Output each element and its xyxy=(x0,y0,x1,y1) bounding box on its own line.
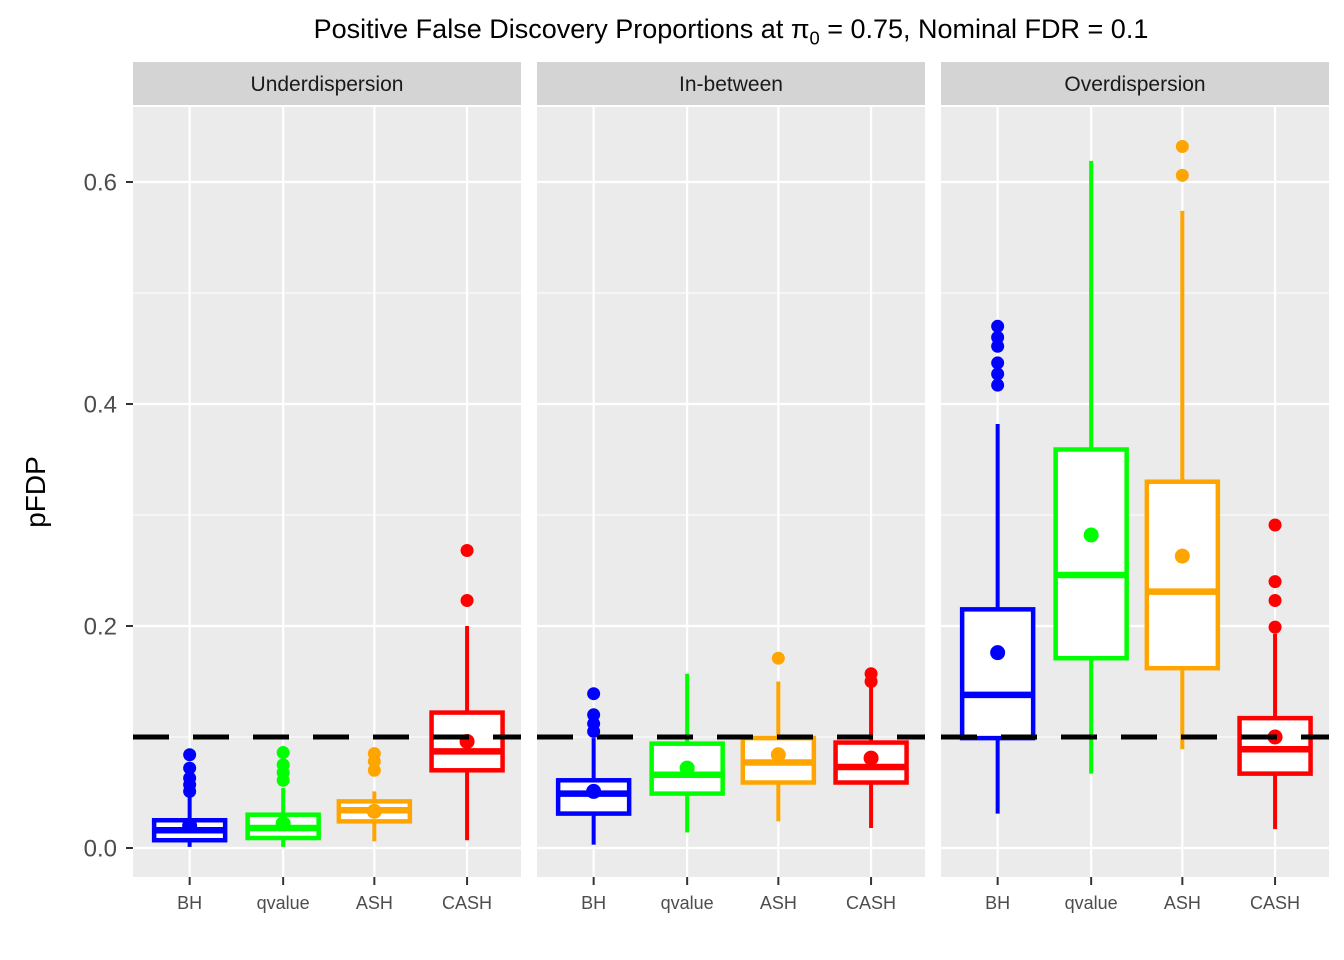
boxplot-in-between-qvalue xyxy=(649,673,725,833)
box-iqr xyxy=(1144,479,1221,671)
mean-point xyxy=(586,783,602,799)
outlier-point xyxy=(1175,168,1189,182)
facet-strip-underdispersion xyxy=(133,62,521,105)
box-iqr xyxy=(1237,715,1313,776)
panel-in-between: In-between BH qvalue ASH CASH xyxy=(537,62,925,913)
x-tick-label: qvalue xyxy=(661,893,714,913)
mean-point xyxy=(990,645,1006,661)
x-tick-label: CASH xyxy=(1250,893,1300,913)
y-axis-title: pFDP xyxy=(20,456,51,528)
chart-title-text: Positive False Discovery Proportions at xyxy=(313,14,791,44)
outlier-point xyxy=(460,593,474,607)
outlier-point xyxy=(1175,139,1189,153)
mean-point xyxy=(679,760,695,776)
outlier-point xyxy=(367,763,381,777)
boxplot-in-between-cash xyxy=(833,667,909,829)
mean-point xyxy=(770,747,786,763)
x-tick-label: CASH xyxy=(442,893,492,913)
x-tick-label: CASH xyxy=(846,893,896,913)
x-tick-label: BH xyxy=(177,893,202,913)
x-tick-label: qvalue xyxy=(1065,893,1118,913)
outlier-point xyxy=(991,319,1005,333)
y-tick-label: 0.4 xyxy=(84,392,117,419)
facet-strip-overdispersion xyxy=(941,62,1329,105)
box-iqr xyxy=(959,607,1036,741)
mean-point xyxy=(1174,548,1190,564)
outlier-point xyxy=(1268,575,1282,589)
boxplot-overdispersion-qvalue xyxy=(1053,160,1129,774)
chart-title: Positive False Discovery Proportions at … xyxy=(0,14,1344,49)
mean-point xyxy=(182,818,198,834)
chart-title-params: = 0.75, Nominal FDR = 0.1 xyxy=(819,14,1149,44)
x-tick-label: BH xyxy=(581,893,606,913)
boxplot-underdispersion-qvalue xyxy=(245,746,321,847)
x-tick-label: ASH xyxy=(760,893,797,913)
outlier-point xyxy=(864,667,878,681)
outlier-point xyxy=(587,708,601,722)
outlier-point xyxy=(1268,620,1282,634)
outlier-point xyxy=(991,330,1005,344)
panel-overdispersion: Overdispersion BH qvalue ASH CASH xyxy=(941,62,1329,913)
outlier-point xyxy=(1268,518,1282,532)
facet-strip-label: In-between xyxy=(679,73,783,96)
x-tick-label: ASH xyxy=(356,893,393,913)
outlier-point xyxy=(183,748,197,762)
outlier-point xyxy=(991,339,1005,353)
outlier-point xyxy=(587,717,601,731)
boxplot-in-between-bh xyxy=(555,687,632,845)
x-tick-label: ASH xyxy=(1164,893,1201,913)
boxplot-overdispersion-bh xyxy=(959,319,1036,814)
outlier-point xyxy=(183,761,197,775)
outlier-point xyxy=(183,771,197,785)
x-tick-label: BH xyxy=(985,893,1010,913)
mean-point xyxy=(275,816,291,832)
boxplot-in-between-ash xyxy=(740,651,817,822)
pi-subscript: 0 xyxy=(809,27,820,49)
box-iqr xyxy=(1053,447,1129,661)
outlier-point xyxy=(276,758,290,772)
outlier-point xyxy=(991,367,1005,381)
facet-strip-label: Underdispersion xyxy=(251,73,404,96)
outlier-point xyxy=(460,544,474,558)
mean-point xyxy=(366,803,382,819)
outlier-point xyxy=(991,356,1005,370)
boxplot-underdispersion-cash xyxy=(429,544,505,841)
boxplot-underdispersion-bh xyxy=(151,748,228,847)
mean-point xyxy=(863,750,879,766)
y-tick-label: 0.2 xyxy=(84,614,117,641)
y-tick-label: 0.6 xyxy=(84,170,117,197)
outlier-point xyxy=(991,378,1005,392)
outlier-point xyxy=(587,687,601,701)
facet-strip-label: Overdispersion xyxy=(1064,73,1205,96)
outlier-point xyxy=(771,651,785,665)
box-iqr xyxy=(833,740,909,785)
boxplot-overdispersion-cash xyxy=(1237,518,1313,830)
x-tick-label: qvalue xyxy=(257,893,310,913)
panel-underdispersion: Underdispersion BH qvalue ASH CASH xyxy=(133,62,521,913)
facet-strip-in-between xyxy=(537,62,925,105)
mean-point xyxy=(1083,527,1099,543)
outlier-point xyxy=(1268,593,1282,607)
y-tick-label: 0.0 xyxy=(84,836,117,863)
pi-symbol: π xyxy=(790,14,810,44)
boxplot-overdispersion-ash xyxy=(1144,139,1221,750)
boxplot-underdispersion-ash xyxy=(336,747,413,842)
outlier-point xyxy=(276,746,290,760)
outlier-point xyxy=(367,747,381,761)
